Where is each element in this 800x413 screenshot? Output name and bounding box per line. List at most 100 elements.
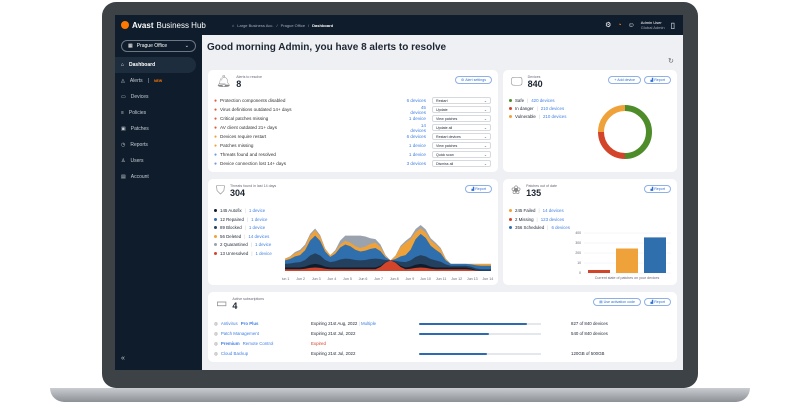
office-selector[interactable]: ▦ Prague Office ⌄ <box>121 40 196 52</box>
threats-card: ⛉ Threats found in last 14 days 304 ▟ Repo… <box>208 179 498 285</box>
legend-item: 245 Failed | 14 devices <box>509 208 564 213</box>
monitor-icon: 🖵 <box>511 74 523 88</box>
legend-dot <box>509 107 512 110</box>
legend-dot <box>214 243 217 246</box>
devices-link[interactable]: 6 devices <box>551 225 570 230</box>
devices-link[interactable]: 1 device <box>408 152 426 157</box>
devices-link[interactable]: 3 devices <box>406 161 426 166</box>
alert-icon: ● <box>214 124 218 131</box>
devices-link[interactable]: 14 devices <box>248 233 270 239</box>
sidebar-item-dashboard[interactable]: ⌂ Dashboard <box>115 57 196 73</box>
subscription-link[interactable]: ◍ Patch Management <box>214 330 259 336</box>
devices-link[interactable]: 123 devices <box>540 216 565 222</box>
action-select[interactable]: Restart devices ⌄ <box>432 133 491 140</box>
alert-row: ● Threats found and resolved 1 device Quick… <box>214 150 494 159</box>
x-tick-label: Jun 4 <box>327 277 336 281</box>
chevron-down-icon: ⌄ <box>483 125 487 130</box>
x-tick-label: Jun 8 <box>390 277 399 281</box>
x-tick-label: Jun 2 <box>296 277 305 281</box>
donut-slice-vulnerable <box>598 105 626 133</box>
user-menu[interactable]: Admin User Global Admin <box>640 20 665 30</box>
threats-report-button[interactable]: ▟ Report <box>465 185 492 193</box>
legend-item: Vulnerable | 210 devices <box>509 114 566 119</box>
devices-link[interactable]: 14 devices <box>410 122 426 133</box>
sidebar-item-patches[interactable]: ▣ Patches <box>121 126 149 132</box>
sidebar-item-account[interactable]: ▤ Account <box>121 174 149 180</box>
devices-link[interactable]: 420 devices <box>531 98 555 103</box>
action-select[interactable]: Restart ⌄ <box>432 97 491 104</box>
chevron-down-icon: ⌄ <box>483 161 487 166</box>
account-icon: ▤ <box>121 174 126 180</box>
subscription-row: ◍ Cloud Backup Expiring 21st Jul, 2022 120G… <box>214 350 605 357</box>
add-device-button[interactable]: + Add device <box>608 76 641 84</box>
x-tick-label: Jun 5 <box>343 277 352 281</box>
subscription-link[interactable]: ◍ Cloud Backup <box>214 350 249 356</box>
devices-link[interactable]: 210 devices <box>540 106 565 111</box>
bar-missing <box>588 270 610 273</box>
credit-card-icon: ▭ <box>216 296 228 310</box>
devices-switch-icon[interactable]: ▯ <box>670 20 675 30</box>
patches-report-button[interactable]: ▟ Report <box>644 185 671 193</box>
subscription-link[interactable]: ◍ Antivirus Pro Plus <box>214 320 259 326</box>
donut-slice-safe <box>624 105 652 159</box>
action-select[interactable]: Dismiss all ⌄ <box>432 160 491 167</box>
devices-link[interactable]: 6 devices <box>406 134 426 139</box>
page-title: Good morning Admin, you have 8 alerts to… <box>207 42 447 53</box>
logo[interactable]: Avast Business Hub <box>121 21 206 30</box>
alerts-card: 🔔︎ Alerts to resolve 8 ⚙ Alert settings ● P… <box>208 70 498 172</box>
devices-link[interactable]: 1 device <box>251 216 268 222</box>
action-select[interactable]: View patches ⌄ <box>432 142 491 149</box>
devices-link[interactable]: 1 device <box>248 208 266 213</box>
collapse-sidebar-icon[interactable]: « <box>121 355 125 362</box>
devices-card: 🖵 Devices 840 + Add device ▟ Report Safe | 4… <box>503 70 677 172</box>
sidebar-item-alerts[interactable]: ◬ Alerts | NEW <box>121 78 163 84</box>
subscription-icon: ◍ <box>214 330 218 336</box>
devices-link[interactable]: 45 devices <box>410 104 426 115</box>
devices-link[interactable]: 1 device <box>248 225 266 230</box>
legend-dot <box>509 226 512 229</box>
legend-dot <box>214 226 217 229</box>
legend-dot <box>509 115 512 118</box>
avatar[interactable]: ☺ <box>627 21 635 29</box>
action-select[interactable]: Update ⌄ <box>432 106 491 113</box>
sidebar-item-devices[interactable]: ▭ Devices <box>121 94 149 100</box>
action-select[interactable]: View patches ⌄ <box>432 115 491 122</box>
sidebar-item-policies[interactable]: ≡ Policies <box>121 110 147 116</box>
y-tick-label: 400 <box>575 231 581 235</box>
subscriptions-report-button[interactable]: ▟ Report <box>644 298 671 306</box>
x-tick-label: Jun 3 <box>312 277 321 281</box>
activation-code-button[interactable]: ▤ Use activation code <box>593 298 641 306</box>
devices-link[interactable]: 1 device <box>255 250 272 256</box>
devices-link[interactable]: 6 devices <box>406 98 426 103</box>
subscription-link[interactable]: ◍ Premium Remote Control <box>214 340 274 346</box>
devices-link[interactable]: 210 devices <box>542 114 567 119</box>
breadcrumb: ⌂ Large Business Acc. / Prague Office / Dashb… <box>231 22 334 28</box>
devices-link[interactable]: 14 devices <box>542 208 564 213</box>
alert-row: ● Virus definitions outdated 14+ days 45 d… <box>214 104 494 115</box>
gear-icon[interactable]: ⚙ <box>605 22 612 29</box>
notification-icon[interactable]: ◔ <box>617 21 622 29</box>
home-icon: ⌂ <box>121 62 125 68</box>
breadcrumb-item[interactable]: Large Business Acc. <box>237 22 274 28</box>
sidebar-item-users[interactable]: ♙ Users <box>121 158 144 164</box>
x-tick-label: Jun 11 <box>436 277 447 281</box>
legend-dot <box>509 209 512 212</box>
alert-settings-button[interactable]: ⚙ Alert settings <box>454 76 492 84</box>
patches-card: ❀ Patches out of date 135 ▟ Report 245 Fai… <box>503 179 677 285</box>
action-select[interactable]: Quick scan ⌄ <box>432 151 491 158</box>
y-tick-label: 10 <box>577 261 581 265</box>
alert-icon: ● <box>214 142 218 149</box>
subscription-icon: ◍ <box>214 320 218 326</box>
legend-item: 356 Scheduled | 6 devices <box>509 225 570 230</box>
alert-icon: ● <box>214 160 218 167</box>
devices-link[interactable]: 1 device <box>408 143 426 148</box>
sidebar-item-reports[interactable]: ◷ Reports <box>121 142 148 148</box>
refresh-icon[interactable]: ↻ <box>668 58 674 65</box>
devices-link[interactable]: 1 device <box>254 242 272 247</box>
subscription-row: ◍ Patch Management Expiring 21st Jul, 2022… <box>214 330 608 337</box>
devices-link[interactable]: 1 device <box>408 116 426 121</box>
x-tick-label: Jun 9 <box>405 277 414 281</box>
breadcrumb-item[interactable]: Prague Office <box>280 22 306 28</box>
action-select[interactable]: Update all ⌄ <box>432 124 491 131</box>
devices-report-button[interactable]: ▟ Report <box>644 76 671 84</box>
